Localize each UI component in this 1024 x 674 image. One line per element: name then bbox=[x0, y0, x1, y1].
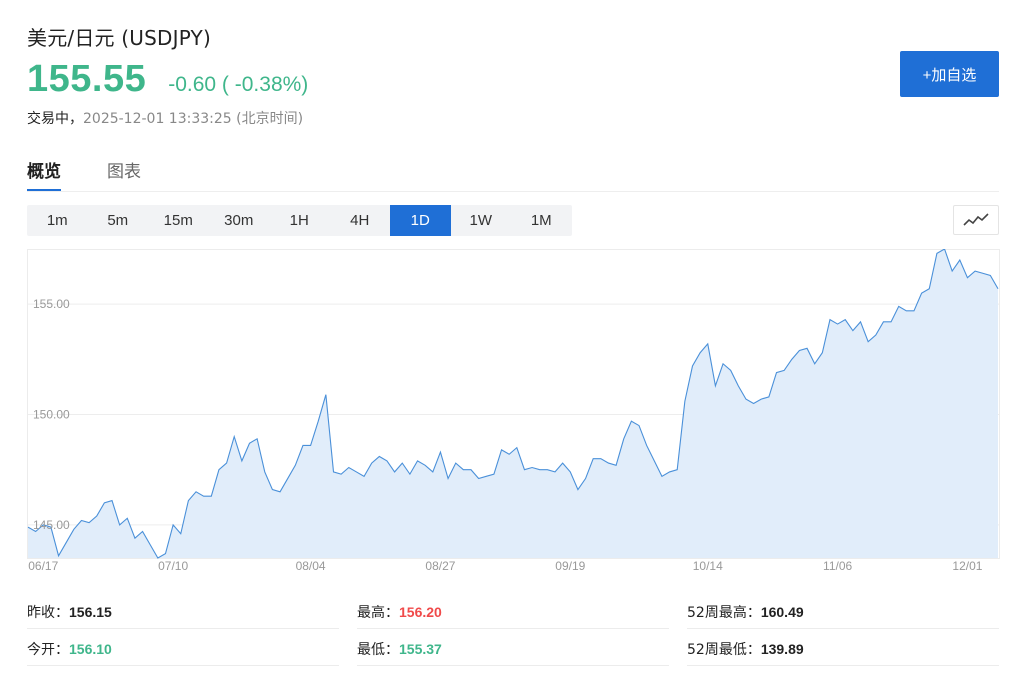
price-line bbox=[27, 249, 999, 559]
stat-label: 最高： bbox=[357, 604, 399, 621]
x-tick-label: 11/06 bbox=[823, 559, 852, 573]
add-watchlist-button[interactable]: +加自选 bbox=[900, 51, 999, 97]
stat-52w-low: 52周最低： 139.89 bbox=[687, 632, 999, 666]
stat-value: 156.10 bbox=[69, 640, 112, 657]
status-text: 交易中， bbox=[27, 111, 83, 127]
y-tick-label: 155.00 bbox=[33, 297, 70, 311]
stat-value: 156.15 bbox=[69, 603, 112, 620]
stat-label: 最低： bbox=[357, 641, 399, 658]
tab-bar: 概览 图表 bbox=[27, 152, 999, 192]
x-tick-label: 12/01 bbox=[952, 559, 982, 573]
stat-value: 156.20 bbox=[399, 603, 442, 620]
x-tick-label: 10/14 bbox=[693, 559, 723, 573]
price-chart[interactable]: 145.00 150.00 155.00 06/17 07/10 08/04 08/27 09… bbox=[27, 249, 1000, 582]
chart-type-button[interactable] bbox=[953, 205, 999, 235]
stat-52w-high: 52周最高： 160.49 bbox=[687, 595, 999, 629]
stat-value: 139.89 bbox=[760, 640, 804, 657]
interval-1h[interactable]: 1H bbox=[289, 212, 309, 229]
price-area bbox=[28, 249, 998, 558]
interval-1d[interactable]: 1D bbox=[390, 205, 451, 236]
y-tick-label: 150.00 bbox=[33, 408, 70, 422]
price-chart-svg: 145.00 150.00 155.00 06/17 07/10 08/04 08/27 09… bbox=[27, 249, 1000, 573]
stat-label: 52周最低： bbox=[687, 641, 761, 658]
stat-label: 昨收： bbox=[27, 604, 69, 621]
x-tick-label: 09/19 bbox=[555, 559, 585, 573]
stat-label: 52周最高： bbox=[687, 604, 761, 621]
y-tick-label: 145.00 bbox=[33, 518, 70, 532]
price-row: 155.55 -0.60 ( -0.38%) bbox=[27, 58, 308, 102]
status-timestamp: 2025-12-01 13:33:25 (北京时间) bbox=[83, 111, 304, 127]
interval-1m[interactable]: 1m bbox=[46, 212, 68, 229]
tab-overview[interactable]: 概览 bbox=[27, 157, 61, 191]
stat-low: 最低： 155.37 bbox=[357, 632, 669, 666]
tab-chart[interactable]: 图表 bbox=[107, 162, 141, 182]
x-tick-label: 06/17 bbox=[28, 559, 58, 573]
interval-1w[interactable]: 1W bbox=[469, 212, 493, 229]
stat-value: 160.49 bbox=[760, 603, 804, 620]
interval-selector: 1m 5m 15m 30m 1H 4H 1D 1W 1M bbox=[27, 205, 572, 236]
line-chart-icon bbox=[963, 213, 989, 226]
stat-value: 155.37 bbox=[399, 640, 442, 657]
interval-5m[interactable]: 5m bbox=[107, 212, 129, 229]
price-change: -0.60 ( -0.38%) bbox=[168, 73, 309, 96]
trading-status: 交易中，2025-12-01 13:33:25 (北京时间) bbox=[27, 108, 303, 128]
stat-open: 今开： 156.10 bbox=[27, 632, 339, 666]
current-price: 155.55 bbox=[27, 58, 147, 100]
x-tick-label: 08/04 bbox=[296, 559, 326, 573]
interval-4h[interactable]: 4H bbox=[350, 212, 370, 229]
interval-30m[interactable]: 30m bbox=[224, 212, 254, 229]
x-tick-label: 08/27 bbox=[425, 559, 455, 573]
stat-high: 最高： 156.20 bbox=[357, 595, 669, 629]
interval-15m[interactable]: 15m bbox=[163, 212, 193, 229]
stat-label: 今开： bbox=[27, 641, 69, 658]
x-tick-label: 07/10 bbox=[158, 559, 188, 573]
interval-1mo[interactable]: 1M bbox=[530, 212, 552, 229]
page-title: 美元/日元 (USDJPY) bbox=[27, 26, 211, 50]
stat-prev-close: 昨收： 156.15 bbox=[27, 595, 339, 629]
